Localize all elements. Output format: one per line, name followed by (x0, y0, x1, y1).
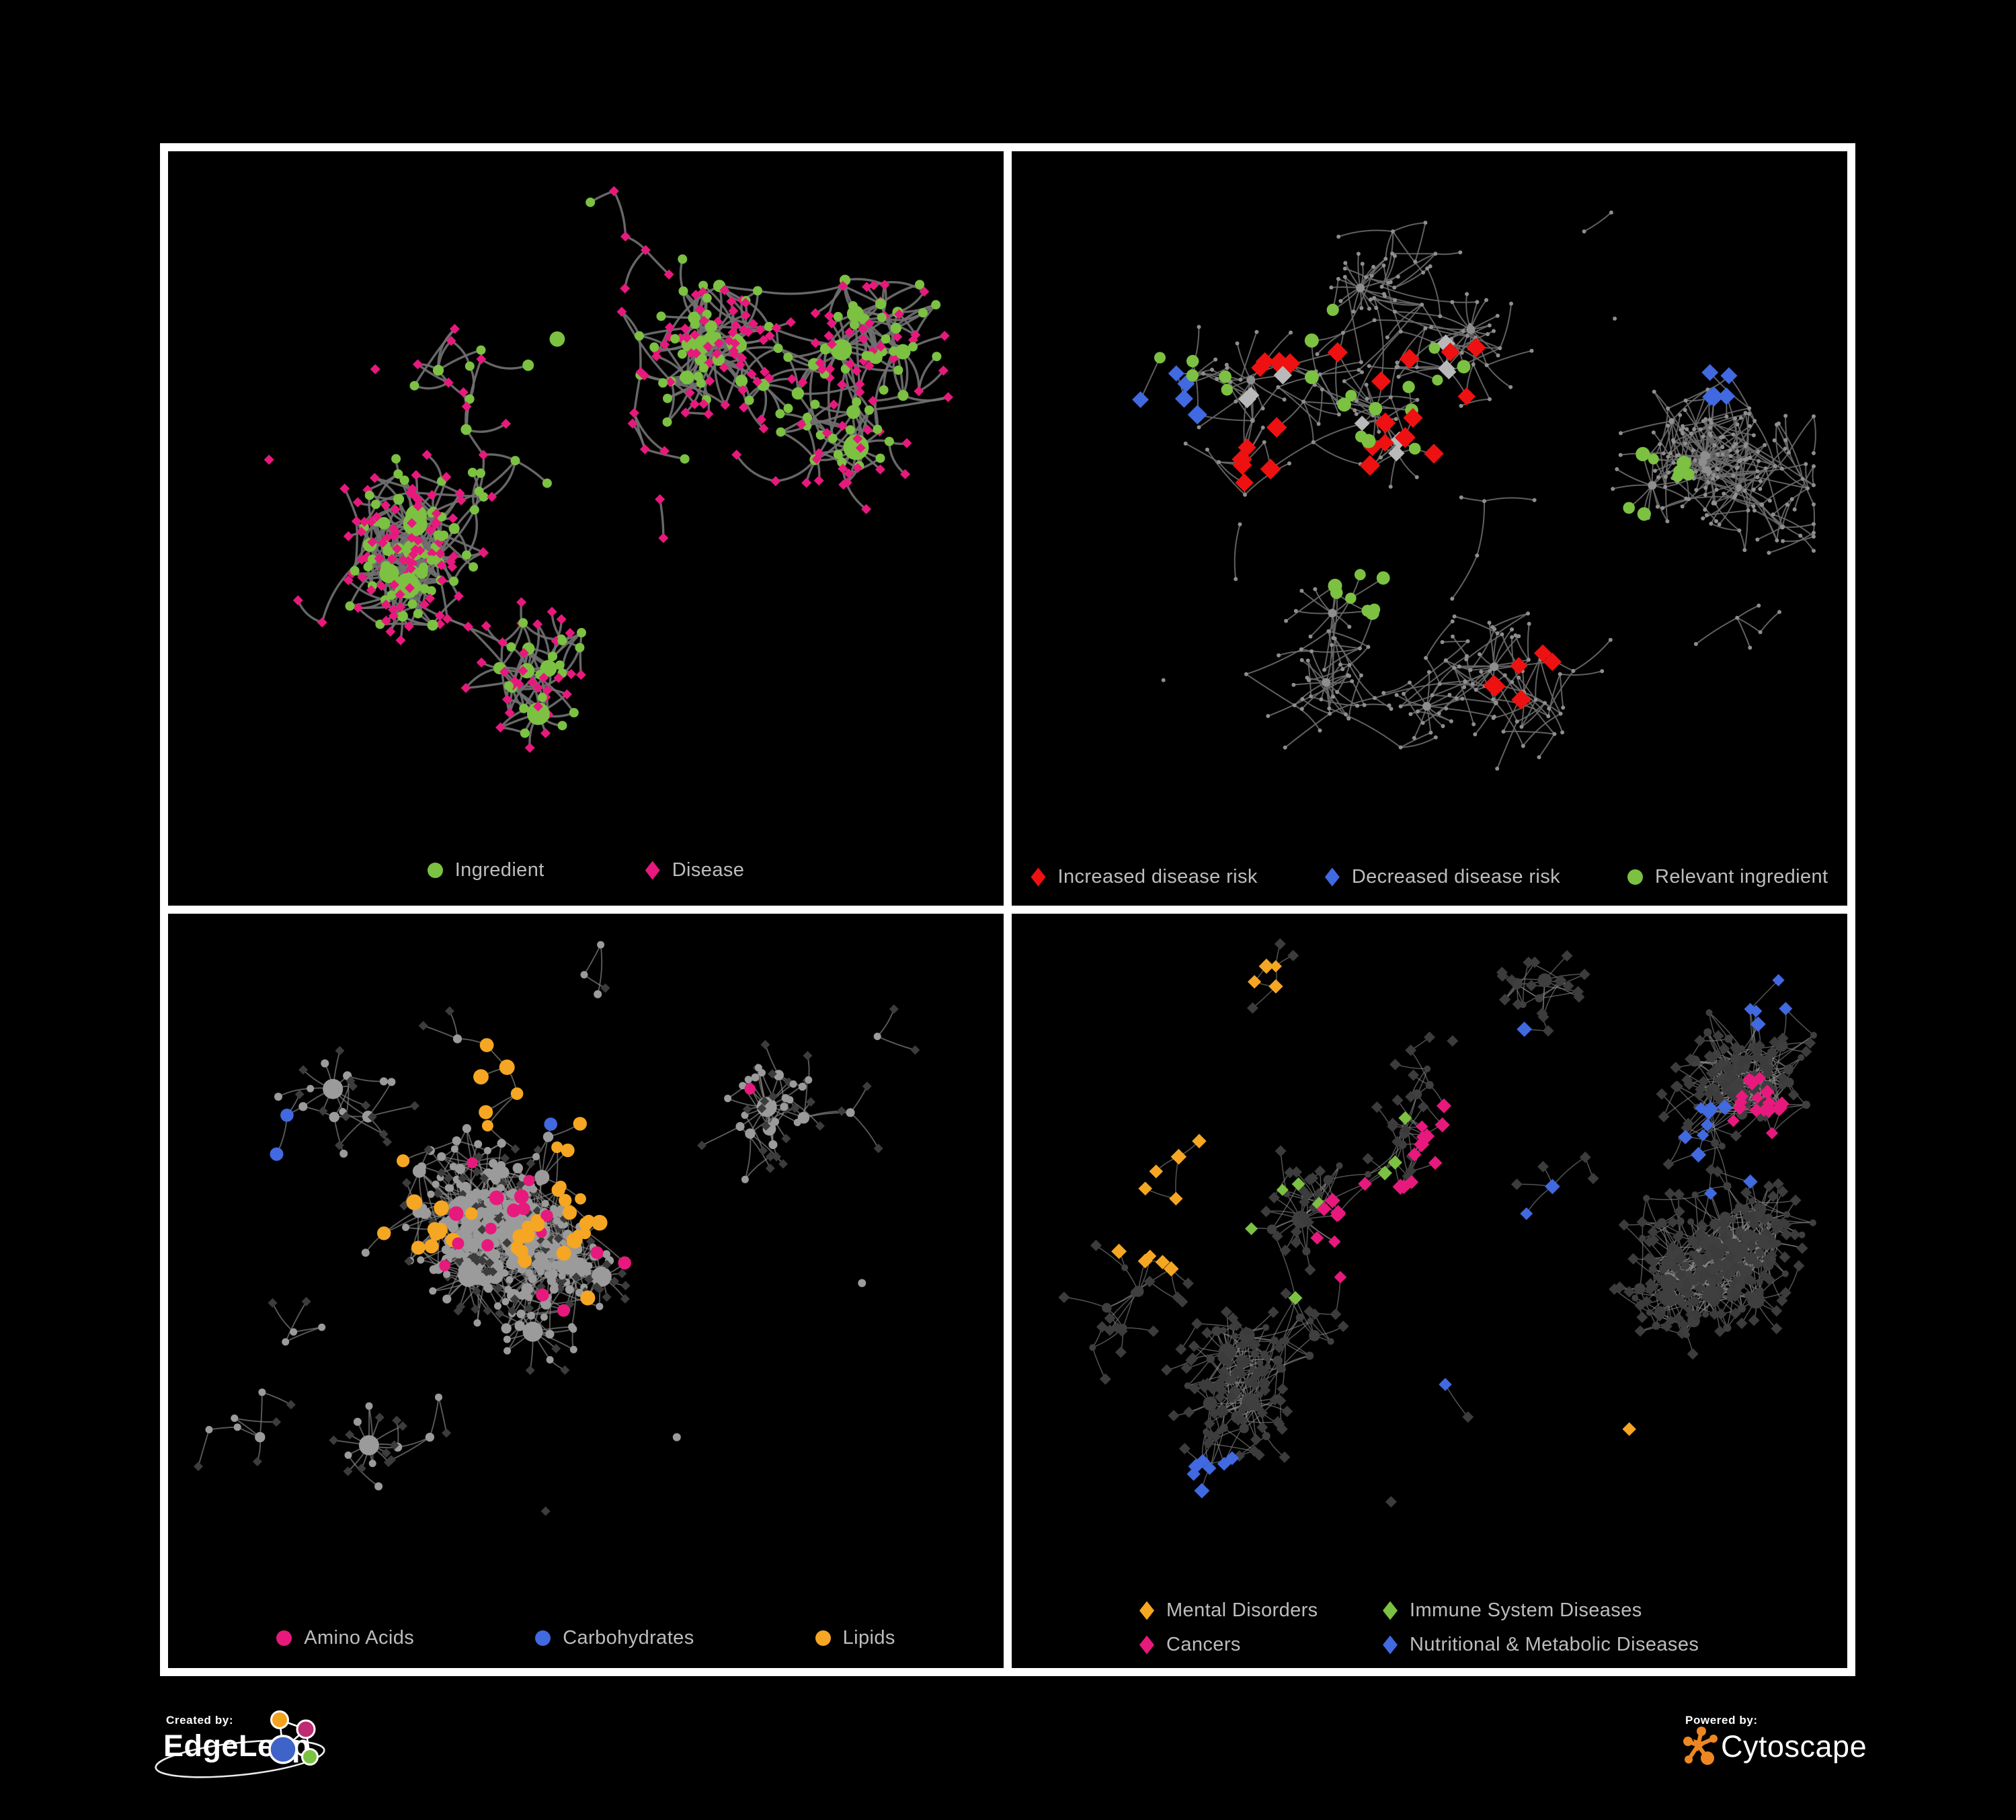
ingredient-legend-marker-icon (427, 863, 443, 878)
nutritional-metabolic-legend-marker-icon (1383, 1635, 1398, 1655)
legend-item: Cancers (1139, 1634, 1383, 1656)
legend-label: Immune System Diseases (1410, 1599, 1642, 1621)
cytoscape-logo-icon (1683, 1727, 1718, 1765)
network-nutrient-class (194, 941, 920, 1516)
edgeleap-logo-icon (268, 1710, 319, 1766)
legend-label: Relevant ingredient (1655, 866, 1828, 887)
cytoscape-brand-text: Cytoscape (1721, 1729, 1867, 1764)
legend-label: Ingredient (454, 859, 545, 881)
legend-item: Disease (645, 859, 745, 881)
legend-item: Relevant ingredient (1627, 866, 1828, 888)
panel-nutrient-class: Amino Acids Carbohydrates Lipids (168, 914, 1004, 1668)
cancers-legend-marker-icon (1139, 1635, 1154, 1655)
legend-disease-risk: Increased disease risk Decreased disease… (1012, 866, 1847, 888)
legend-nutrient-class: Amino Acids Carbohydrates Lipids (168, 1627, 1004, 1649)
legend-label: Carbohydrates (563, 1627, 694, 1649)
legend-item: Increased disease risk (1031, 866, 1257, 888)
legend-label: Cancers (1166, 1634, 1241, 1655)
legend-item: Immune System Diseases (1383, 1599, 1699, 1622)
disease-legend-marker-icon (645, 861, 660, 880)
legend-ingredient-disease: Ingredient Disease (168, 859, 1004, 881)
panel-disease-class: Mental Disorders Immune System Diseases … (1012, 914, 1847, 1668)
lipids-legend-marker-icon (815, 1630, 831, 1646)
legend-item: Lipids (815, 1627, 895, 1649)
legend-item: Amino Acids (276, 1627, 414, 1649)
legend-item: Mental Disorders (1139, 1599, 1383, 1622)
carbohydrates-legend-marker-icon (535, 1630, 551, 1646)
panel-ingredient-disease: Ingredient Disease (168, 151, 1004, 906)
mental-disorders-legend-marker-icon (1139, 1601, 1154, 1620)
network-disease-risk (1132, 210, 1816, 771)
powered-by-label: Powered by: (1685, 1714, 1758, 1727)
decreased-risk-legend-marker-icon (1324, 867, 1340, 887)
legend-label: Amino Acids (304, 1627, 415, 1649)
amino-acids-legend-marker-icon (276, 1630, 292, 1646)
created-by-label: Created by: (166, 1714, 234, 1727)
immune-diseases-legend-marker-icon (1383, 1601, 1398, 1620)
increased-risk-legend-marker-icon (1031, 867, 1046, 887)
network-disease-class (1058, 938, 1817, 1508)
legend-item: Nutritional & Metabolic Diseases (1383, 1634, 1699, 1656)
legend-disease-class: Mental Disorders Immune System Diseases … (1139, 1599, 1699, 1656)
legend-label: Decreased disease risk (1351, 866, 1561, 887)
edgeleap-swoosh-icon (155, 1739, 325, 1778)
legend-label: Disease (672, 859, 745, 881)
panel-grid: Ingredient Disease Increased disease ris… (160, 143, 1855, 1676)
legend-item: Ingredient (427, 859, 545, 881)
legend-label: Lipids (842, 1627, 895, 1649)
legend-item: Decreased disease risk (1324, 866, 1561, 888)
legend-item: Carbohydrates (535, 1627, 694, 1649)
legend-label: Increased disease risk (1057, 866, 1258, 887)
panel-disease-risk: Increased disease risk Decreased disease… (1012, 151, 1847, 906)
legend-label: Mental Disorders (1166, 1599, 1318, 1621)
legend-label: Nutritional & Metabolic Diseases (1410, 1634, 1699, 1655)
relevant-ingredient-legend-marker-icon (1627, 869, 1644, 885)
network-ingredient-disease (264, 186, 953, 753)
